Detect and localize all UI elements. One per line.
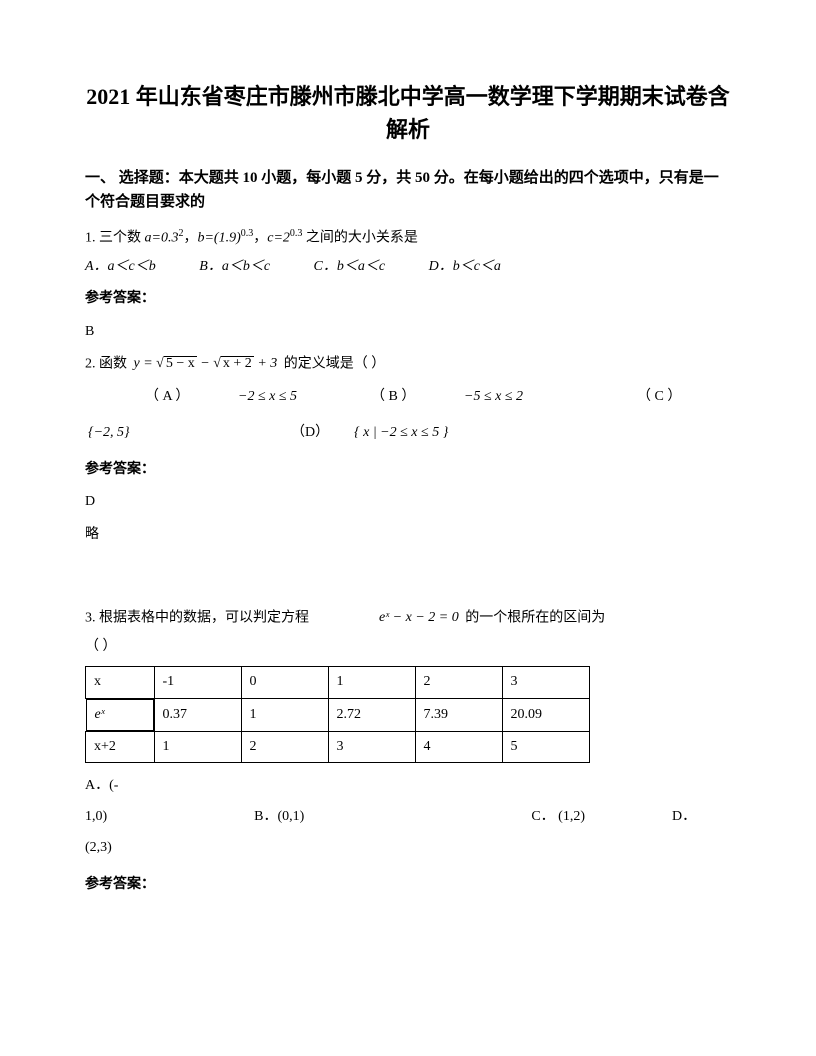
q3-suffix: 的一个根所在的区间为 — [465, 610, 605, 625]
table-cell: 2 — [241, 731, 328, 762]
q3-opt-d-line2: (2,3) — [85, 833, 731, 864]
q3-opt-a-line2: 1,0) — [85, 809, 107, 824]
q1-opt-a: A．a＜c＜b — [85, 256, 156, 278]
table-row: x -1 0 1 2 3 — [86, 667, 590, 698]
table-row: x+2 1 2 3 4 5 — [86, 731, 590, 762]
table-cell: 1 — [328, 667, 415, 698]
table-row: eˣ 0.37 1 2.72 7.39 20.09 — [86, 698, 590, 731]
q1-answer: B — [85, 321, 731, 343]
q3-prefix: 3. 根据表格中的数据，可以判定方程 — [85, 610, 309, 625]
table-cell: eˣ — [86, 699, 154, 731]
section-header: 一、 选择题：本大题共 10 小题，每小题 5 分，共 50 分。在每小题给出的… — [85, 166, 731, 214]
q2-opt-a-text: −2 ≤ x ≤ 5 — [235, 386, 371, 408]
q3-opt-b: B．(0,1) — [254, 809, 304, 824]
table-cell: 3 — [328, 731, 415, 762]
q2-options-row1: （ A ） −2 ≤ x ≤ 5 （ B ） −5 ≤ x ≤ 2 （ C ） — [85, 386, 731, 408]
table-cell: x — [86, 667, 155, 698]
q2-rad2: x + 2 — [221, 356, 254, 371]
q3-answer-label: 参考答案： — [85, 874, 731, 896]
question-3: 3. 根据表格中的数据，可以判定方程 eˣ − x − 2 = 0 的一个根所在… — [85, 607, 731, 896]
q3-opt-d: D． — [672, 809, 696, 824]
q1-opt-b: B．a＜b＜c — [199, 256, 270, 278]
q1-answer-label: 参考答案： — [85, 288, 731, 310]
table-cell: 0.37 — [154, 698, 241, 731]
q2-text: 2. 函数 y = √5 − x − √x + 2 + 3 的定义域是（ ） — [85, 353, 731, 376]
q1-opt-c: C．b＜a＜c — [314, 256, 386, 278]
q2-plus3: + 3 — [254, 356, 277, 371]
q3-opt-c: C． (1,2) — [531, 809, 585, 824]
q3-equation: eˣ − x − 2 = 0 — [376, 607, 462, 629]
table-cell: 2 — [415, 667, 502, 698]
table-cell: 1 — [154, 731, 241, 762]
q3-table: x -1 0 1 2 3 eˣ 0.37 1 2.72 7.39 20.09 x… — [85, 666, 590, 763]
q3-options: A．(- 1,0) B．(0,1) C． (1,2) D． (2,3) — [85, 771, 731, 863]
table-cell: -1 — [154, 667, 241, 698]
table-cell: 0 — [241, 667, 328, 698]
q2-opt-b-text: −5 ≤ x ≤ 2 — [461, 386, 637, 408]
q2-opt-d-text: { x | −2 ≤ x ≤ 5 } — [351, 422, 451, 444]
q1-text: 1. 三个数 a=0.32，b=(1.9)0.3，c=20.3 之间的大小关系是 — [85, 226, 731, 250]
q1-opt-d: D．b＜c＜a — [429, 256, 501, 278]
q2-suffix: 的定义域是（ ） — [284, 357, 386, 372]
q2-answer: D — [85, 491, 731, 513]
q2-opt-a-label: （ A ） — [85, 386, 235, 408]
q2-brief: 略 — [85, 524, 731, 546]
q2-opt-b-label: （ B ） — [371, 386, 461, 408]
q2-options-row2: {−2, 5} （D） { x | −2 ≤ x ≤ 5 } — [85, 422, 731, 444]
q3-paren: （ ） — [85, 636, 731, 658]
q1-a: a=0.3 — [145, 231, 179, 246]
table-cell: 5 — [502, 731, 589, 762]
page-title: 2021 年山东省枣庄市滕州市滕北中学高一数学理下学期期末试卷含解析 — [85, 80, 731, 146]
q1-m2: ， — [253, 231, 267, 246]
table-cell: 3 — [502, 667, 589, 698]
table-cell: 2.72 — [328, 698, 415, 731]
table-cell: x+2 — [86, 731, 155, 762]
q1-sup-b: 0.3 — [241, 228, 254, 239]
question-2: 2. 函数 y = √5 − x − √x + 2 + 3 的定义域是（ ） （… — [85, 353, 731, 546]
q2-prefix: 2. 函数 — [85, 357, 127, 372]
table-cell: 4 — [415, 731, 502, 762]
q3-opt-a-line1: A．(- — [85, 771, 731, 802]
q2-opt-d-label: （D） — [291, 422, 351, 444]
q1-c: c=2 — [267, 231, 290, 246]
q2-opt-c-label: （ C ） — [637, 386, 681, 408]
q1-b: b=(1.9) — [197, 231, 240, 246]
table-cell: 20.09 — [502, 698, 589, 731]
q1-m1: ， — [183, 231, 197, 246]
table-cell: 7.39 — [415, 698, 502, 731]
q2-function: y = √5 − x − √x + 2 + 3 — [131, 353, 281, 375]
q1-suffix: 之间的大小关系是 — [302, 231, 418, 246]
q2-answer-label: 参考答案： — [85, 459, 731, 481]
table-cell: 1 — [241, 698, 328, 731]
q1-options: A．a＜c＜b B．a＜b＜c C．b＜a＜c D．b＜c＜a — [85, 256, 731, 278]
q2-rad1: 5 − x — [164, 356, 197, 371]
q3-text: 3. 根据表格中的数据，可以判定方程 eˣ − x − 2 = 0 的一个根所在… — [85, 607, 731, 630]
q2-y: y = — [134, 356, 157, 371]
q1-prefix: 1. 三个数 — [85, 231, 145, 246]
q2-opt-c-text: {−2, 5} — [85, 422, 291, 444]
question-1: 1. 三个数 a=0.32，b=(1.9)0.3，c=20.3 之间的大小关系是… — [85, 226, 731, 343]
q1-sup-c: 0.3 — [290, 228, 303, 239]
